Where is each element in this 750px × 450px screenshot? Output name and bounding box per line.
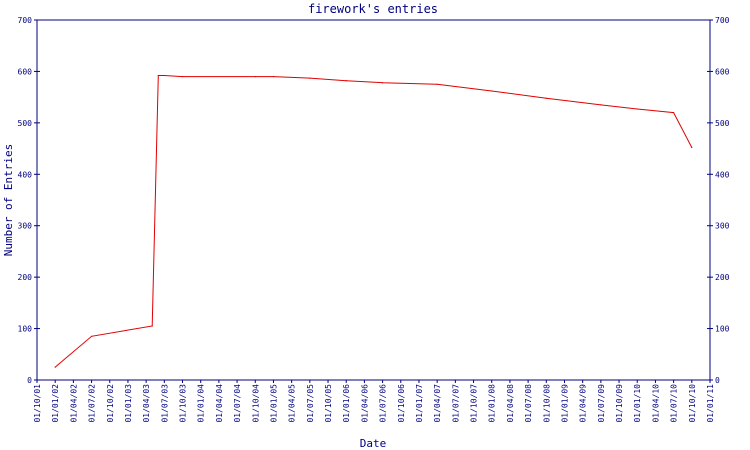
- chart-title: firework's entries: [308, 2, 438, 16]
- data-point: [436, 83, 438, 85]
- data-point: [157, 74, 159, 77]
- x-ticks: 01/10/01 01/01/02 01/04/02 01/07/02 01/10/02…: [33, 380, 715, 423]
- x-tick-label: 01/04/04: [215, 384, 224, 423]
- y-tick-label-left: 200: [18, 273, 33, 282]
- x-tick-label: 01/07/04: [233, 384, 242, 423]
- series: [54, 74, 693, 368]
- y-tick-label-right: 600: [715, 67, 730, 76]
- x-tick-label: 01/07/06: [379, 384, 388, 423]
- x-axis-label: Date: [360, 437, 387, 450]
- x-tick-label: 01/04/09: [579, 384, 588, 423]
- y-tick-label-left: 500: [18, 119, 33, 128]
- x-tick-label: 01/07/09: [597, 384, 606, 423]
- y-tick-label-right: 100: [715, 325, 730, 334]
- x-tick-label: 01/01/10: [633, 384, 642, 423]
- y-tick-label-left: 100: [18, 325, 33, 334]
- y-tick-label-left: 700: [18, 16, 33, 25]
- x-tick-label: 01/10/01: [33, 384, 42, 423]
- series-line: [54, 75, 693, 368]
- x-tick-label: 01/10/05: [324, 384, 333, 423]
- x-tick-label: 01/01/04: [197, 384, 206, 423]
- y-axis-label: Number of Entries: [2, 144, 15, 257]
- data-point: [272, 76, 275, 78]
- x-tick-label: 01/04/06: [360, 384, 369, 423]
- y-tick-label-right: 0: [715, 376, 720, 385]
- x-tick-label: 01/04/05: [288, 384, 297, 423]
- y-tick-label-right: 200: [715, 273, 730, 282]
- y-tick-label-left: 0: [27, 376, 32, 385]
- data-point: [673, 112, 675, 114]
- data-point: [691, 146, 693, 149]
- data-point: [163, 74, 165, 77]
- data-point: [382, 82, 384, 84]
- axes: [36, 19, 711, 381]
- y-tick-label-right: 400: [715, 170, 730, 179]
- data-point: [491, 90, 493, 92]
- x-tick-label: 01/10/06: [397, 384, 406, 423]
- x-tick-label: 01/04/02: [69, 384, 78, 423]
- data-point: [636, 108, 638, 110]
- x-tick-label: 01/01/03: [124, 384, 133, 423]
- data-point: [54, 366, 56, 368]
- x-tick-label: 01/01/05: [269, 384, 278, 423]
- y-tick-label-left: 600: [18, 67, 33, 76]
- data-point: [545, 97, 547, 99]
- x-tick-label: 01/10/10: [688, 384, 697, 423]
- data-point: [91, 335, 93, 337]
- x-tick-label: 01/01/06: [342, 384, 351, 423]
- y-tick-label-right: 700: [715, 16, 730, 25]
- y-tick-label-right: 500: [715, 119, 730, 128]
- data-point: [254, 76, 256, 78]
- x-tick-label: 01/04/08: [506, 384, 515, 423]
- y-tick-label-left: 300: [18, 222, 33, 231]
- x-tick-label: 01/07/02: [88, 384, 97, 423]
- x-tick-label: 01/07/10: [670, 384, 679, 423]
- data-point: [309, 77, 311, 79]
- y-ticks: 0 0 100 100 200 200 300 300 400 400 500 500 600 600 70…: [18, 16, 730, 385]
- x-tick-label: 01/10/02: [106, 384, 115, 423]
- data-point: [345, 80, 347, 82]
- y-tick-label-left: 400: [18, 170, 33, 179]
- data-point: [181, 76, 184, 78]
- x-tick-label: 01/04/07: [433, 384, 442, 423]
- x-tick-label: 01/10/03: [179, 384, 188, 423]
- x-tick-label: 01/07/03: [160, 384, 169, 423]
- x-tick-label: 01/04/03: [142, 384, 151, 423]
- x-tick-label: 01/07/07: [451, 384, 460, 423]
- x-tick-label: 01/10/04: [251, 384, 260, 423]
- x-tick-label: 01/10/07: [470, 384, 479, 423]
- x-tick-label: 01/01/07: [415, 384, 424, 423]
- x-tick-label: 01/07/05: [306, 384, 315, 423]
- x-tick-label: 01/01/09: [560, 384, 569, 423]
- x-tick-label: 01/01/11: [706, 384, 715, 423]
- data-point: [151, 325, 153, 327]
- x-tick-label: 01/10/08: [542, 384, 551, 423]
- data-point: [600, 104, 602, 106]
- x-tick-label: 01/01/02: [51, 384, 60, 423]
- x-tick-label: 01/04/10: [651, 384, 660, 423]
- x-tick-label: 01/01/08: [488, 384, 497, 423]
- x-tick-label: 01/10/09: [615, 384, 624, 423]
- x-tick-label: 01/07/08: [524, 384, 533, 423]
- y-tick-label-right: 300: [715, 222, 730, 231]
